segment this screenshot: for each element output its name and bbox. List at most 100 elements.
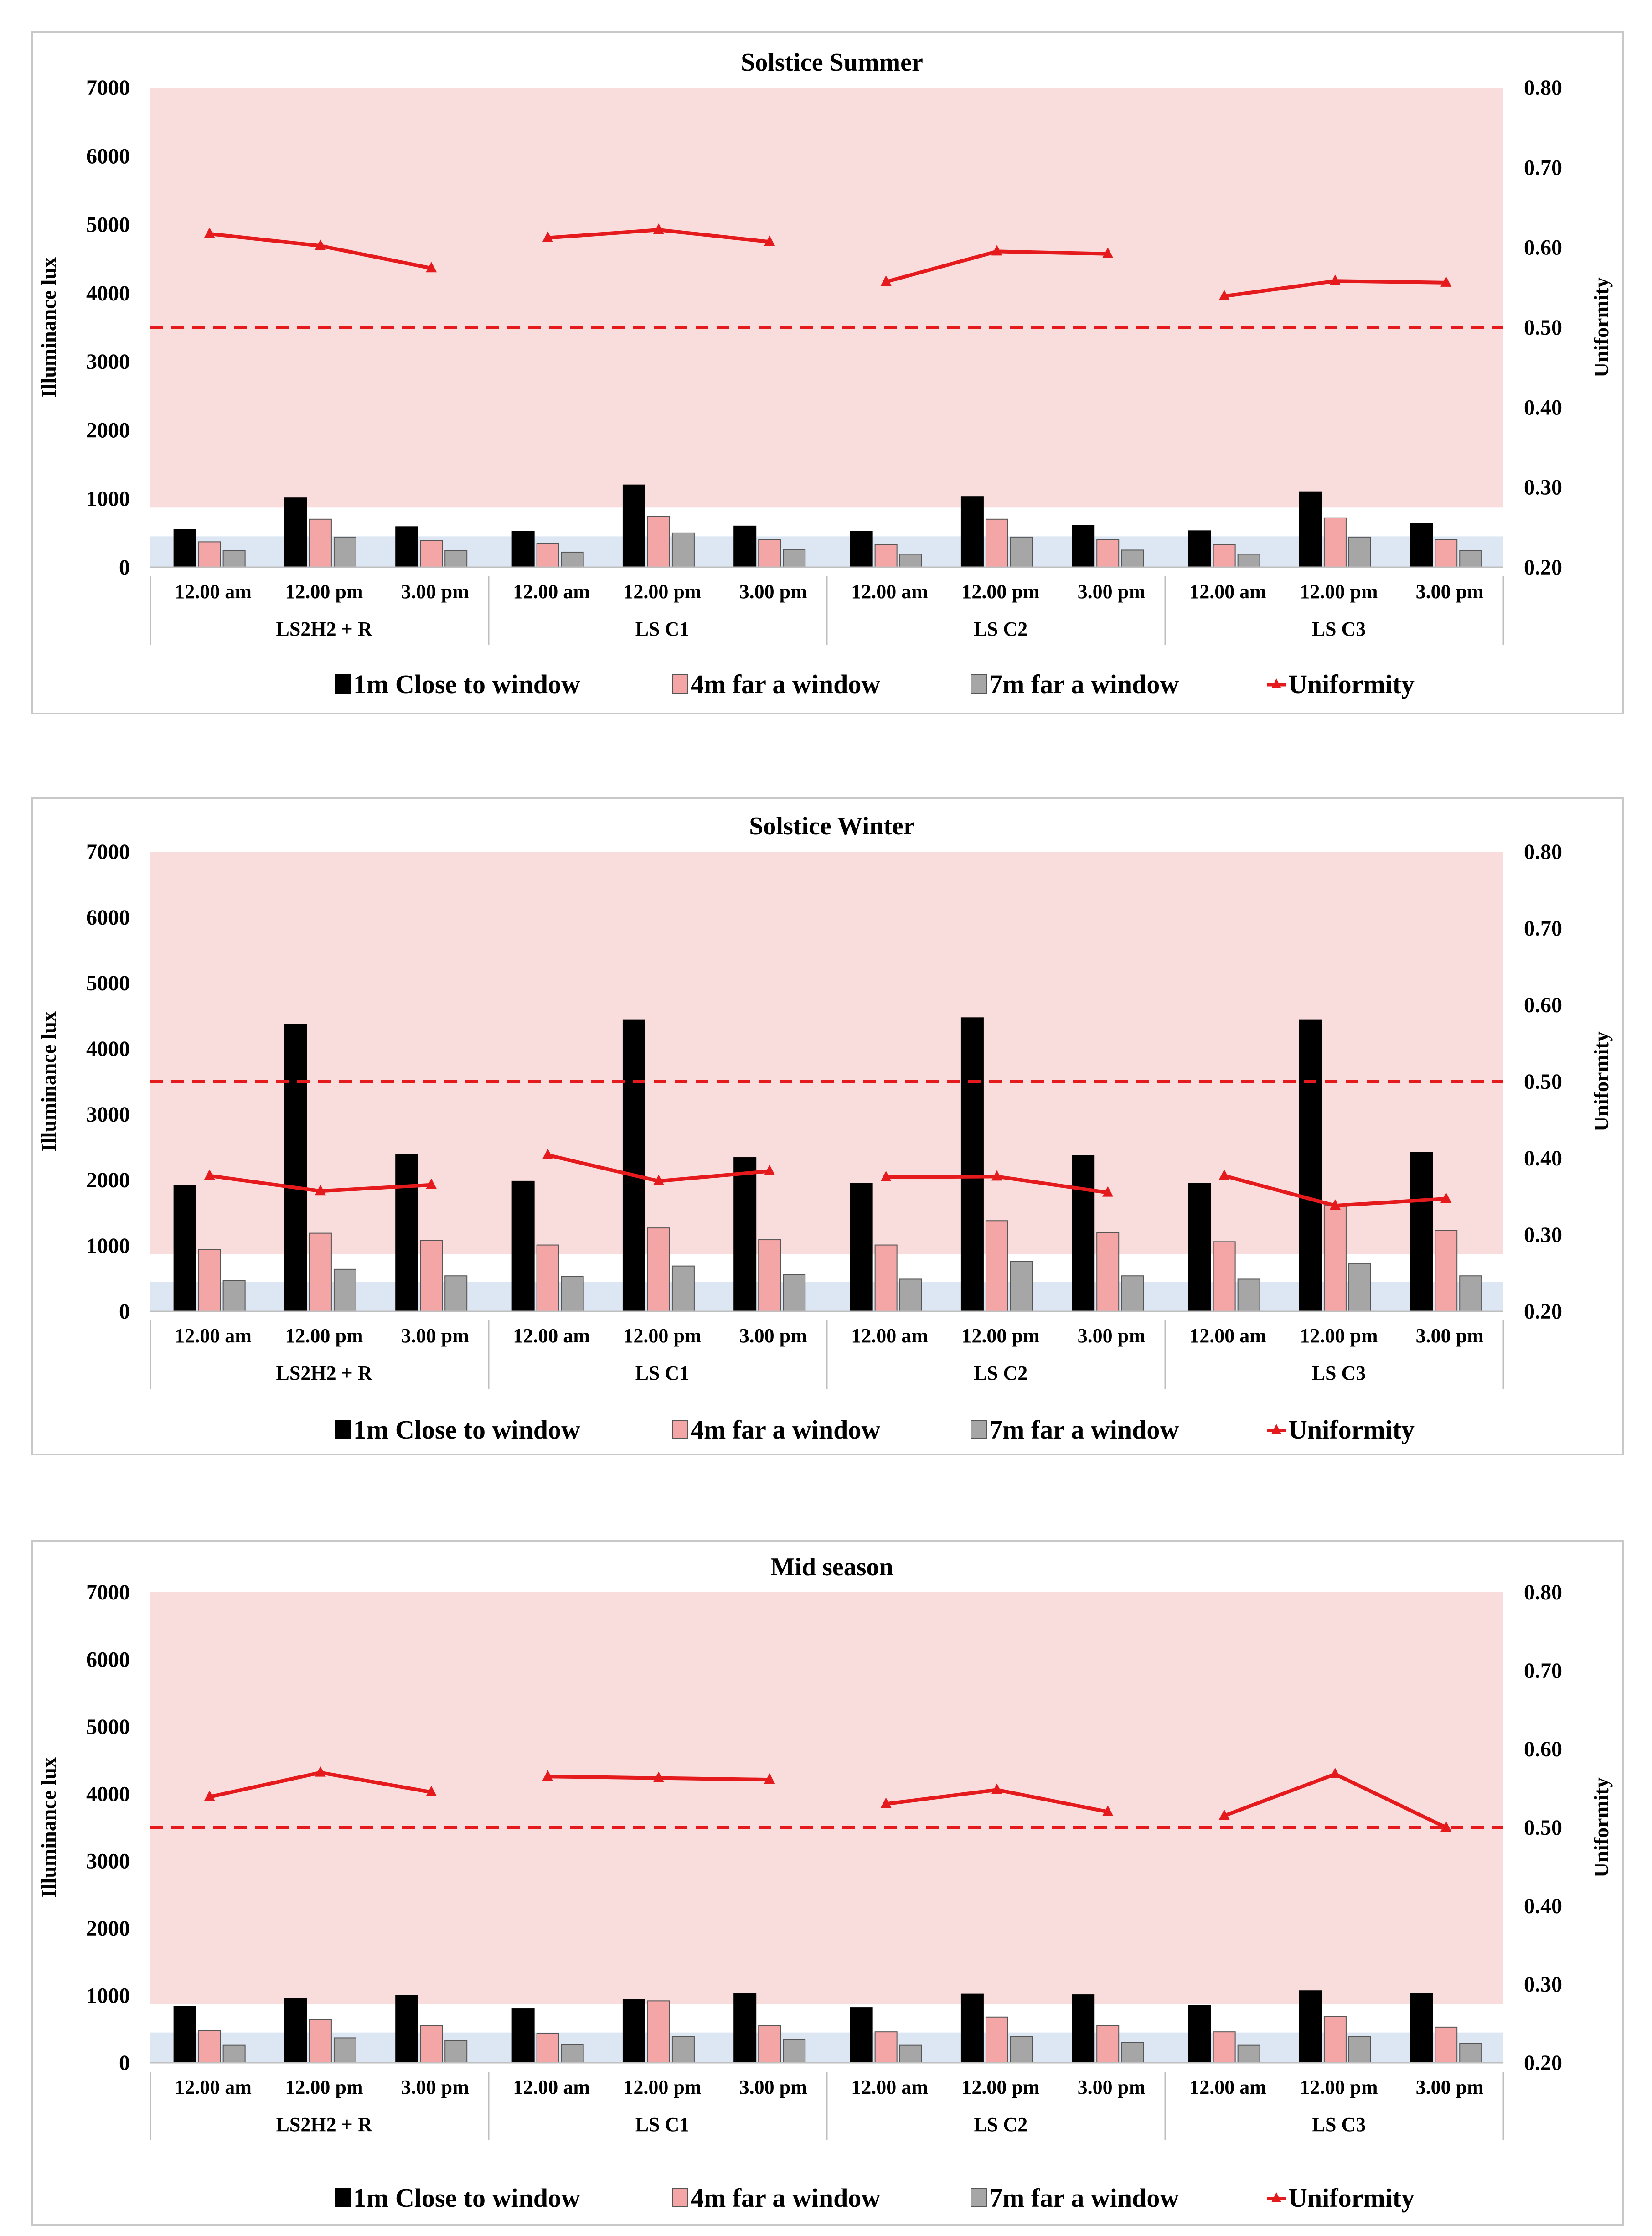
uniformity-marker: [1329, 1199, 1341, 1210]
bar: [783, 1274, 806, 1312]
bar: [758, 1239, 781, 1312]
legend-label: 4m far a window: [691, 1415, 880, 1444]
uniformity-marker: [764, 235, 775, 246]
uniformity-marker: [1440, 1192, 1452, 1203]
category-label: 12.00 am: [1189, 1325, 1266, 1347]
bar: [395, 526, 418, 568]
chart-svg: Mid season 0 1000 2000 3000 4000 5000 6000 7000 0…: [31, 1540, 1624, 2226]
bar: [622, 1019, 645, 1312]
y2-tick-label: 0.20: [1524, 1299, 1562, 1324]
bar: [1299, 491, 1322, 568]
bar: [173, 529, 196, 568]
legend-uniformity-marker: [1271, 1424, 1281, 1434]
bar: [1323, 2016, 1347, 2064]
group-label: LS C3: [1312, 1362, 1366, 1384]
category-label: 12.00 pm: [285, 2076, 363, 2098]
y2-tick-label: 0.30: [1524, 476, 1562, 500]
category-label: 12.00 pm: [1300, 1325, 1378, 1347]
uniformity-marker: [315, 239, 326, 250]
uniformity-marker: [991, 1783, 1002, 1794]
chart-frame: [31, 1540, 1624, 2226]
bar: [850, 2007, 873, 2063]
category-label: 12.00 am: [175, 580, 252, 603]
bar: [1348, 536, 1371, 568]
y-tick-label: 6000: [86, 144, 130, 168]
bar: [309, 518, 332, 568]
y2-tick-label: 0.50: [1524, 1070, 1562, 1094]
y-tick-label: 2000: [86, 1168, 130, 1192]
bar: [1213, 544, 1236, 568]
bar: [733, 1993, 757, 2063]
y-tick-label: 2000: [86, 418, 130, 442]
legend-swatch: [971, 1420, 987, 1439]
y-tick-label: 5000: [86, 971, 130, 995]
legend-label: 4m far a window: [691, 2183, 880, 2213]
uniformity-marker: [542, 231, 553, 242]
bar: [1348, 2036, 1371, 2063]
legend-swatch: [335, 1420, 351, 1439]
bar: [647, 2000, 670, 2064]
bar: [1188, 1183, 1211, 1312]
bar: [561, 2044, 584, 2064]
bar: [333, 2037, 356, 2063]
uniformity-marker: [315, 1766, 326, 1777]
bar: [309, 1232, 332, 1312]
bar: [309, 2019, 332, 2064]
y-tick-label: 3000: [86, 350, 130, 374]
y2-tick-label: 0.40: [1524, 1894, 1562, 1918]
uniformity-marker: [991, 245, 1002, 256]
category-label: 12.00 pm: [961, 1325, 1039, 1347]
bar: [420, 540, 443, 568]
y-tick-label: 1000: [86, 1984, 130, 2008]
bar: [511, 2008, 535, 2063]
y2-axis-title: Uniformity: [1590, 1031, 1613, 1132]
category-label: 12.00 am: [851, 1325, 928, 1347]
chart-svg: Solstice Summer 0 1000 2000 3000 4000 5000 6000…: [31, 31, 1624, 714]
uniformity-marker: [764, 1773, 775, 1784]
uniformity-marker: [764, 1165, 775, 1175]
group-label: LS C1: [635, 618, 690, 640]
category-label: 3.00 pm: [401, 2076, 469, 2098]
legend-label: Uniformity: [1288, 1415, 1415, 1444]
bar: [1348, 1263, 1371, 1312]
band-low: [150, 2032, 1503, 2063]
bar: [985, 1220, 1008, 1312]
bar: [899, 2044, 922, 2064]
category-label: 3.00 pm: [401, 1325, 469, 1347]
bar: [733, 525, 757, 568]
category-label: 12.00 pm: [285, 580, 363, 603]
bar: [850, 531, 873, 568]
bar: [420, 2025, 443, 2064]
bar: [1072, 525, 1095, 568]
legend-swatch: [335, 674, 351, 694]
bar: [1010, 1261, 1033, 1312]
bar: [444, 550, 468, 568]
uniformity-marker: [1102, 1186, 1114, 1197]
y2-tick-label: 0.80: [1524, 1580, 1562, 1605]
legend-swatch: [971, 674, 987, 694]
bar: [1096, 539, 1120, 568]
legend-label: 1m Close to window: [353, 669, 580, 699]
bar: [1096, 1232, 1120, 1312]
category-label: 12.00 am: [851, 2076, 928, 2098]
bar: [173, 2006, 196, 2064]
legend-uniformity-marker: [1271, 2192, 1281, 2202]
bar: [647, 516, 670, 568]
y2-tick-label: 0.40: [1524, 395, 1562, 419]
bar: [758, 539, 781, 568]
category-label: 12.00 pm: [1300, 580, 1378, 603]
y2-tick-label: 0.80: [1524, 840, 1562, 864]
bar: [222, 550, 246, 568]
uniformity-marker: [1218, 290, 1230, 300]
chart-solstice-summer: Solstice Summer 0 1000 2000 3000 4000 5000 6000…: [0, 0, 1652, 730]
band-high: [150, 1592, 1503, 2004]
legend-swatch: [672, 1420, 688, 1439]
y-axis-title: Illuminance lux: [37, 1011, 60, 1152]
y-tick-label: 0: [119, 555, 130, 580]
y-tick-label: 5000: [86, 213, 130, 237]
group-label: LS C3: [1312, 2113, 1366, 2136]
legend-label: 7m far a window: [989, 2183, 1179, 2213]
bar: [671, 1265, 695, 1312]
y2-tick-label: 0.60: [1524, 993, 1562, 1017]
y-tick-label: 6000: [86, 1647, 130, 1672]
